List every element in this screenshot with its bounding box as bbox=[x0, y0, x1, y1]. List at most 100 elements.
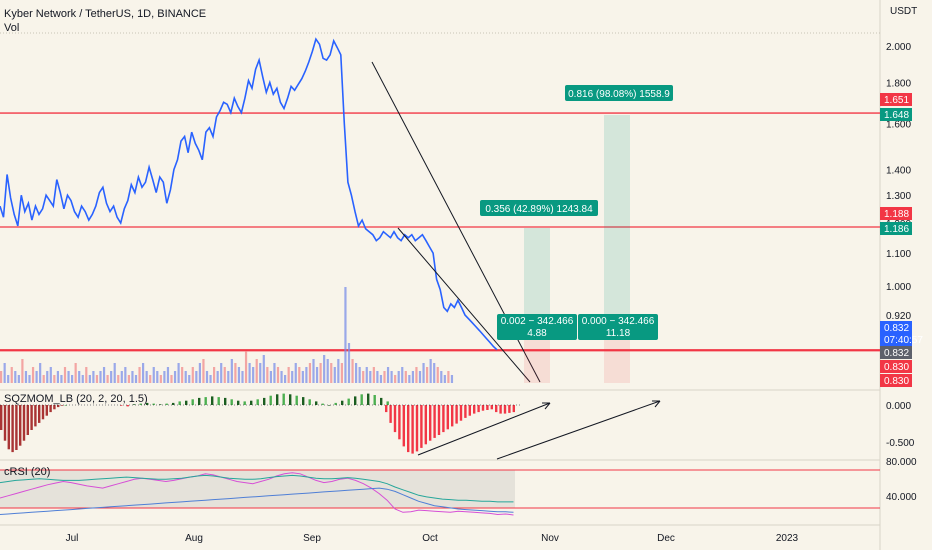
volume-bar bbox=[14, 371, 17, 383]
rsi-band-fill bbox=[0, 470, 515, 508]
volume-bar bbox=[330, 363, 333, 383]
volume-bar bbox=[74, 363, 77, 383]
price-badge-bg[interactable] bbox=[880, 93, 912, 106]
price-badge-label: 1.188 bbox=[884, 209, 909, 220]
position-entry-label: 0.002 − 342.466 bbox=[501, 316, 574, 327]
volume-bar bbox=[255, 359, 258, 383]
volume-bar bbox=[142, 363, 145, 383]
momentum-bar bbox=[442, 405, 445, 433]
volume-bar bbox=[127, 375, 130, 383]
price-badge-label: 1.651 bbox=[884, 95, 909, 106]
volume-bar bbox=[244, 351, 248, 383]
volume-bar bbox=[372, 367, 375, 383]
price-badge-label: 1.648 bbox=[884, 110, 909, 121]
momentum-bar bbox=[38, 405, 41, 423]
volume-bar bbox=[28, 375, 31, 383]
momentum-bar bbox=[373, 395, 376, 405]
position-target-label: 0.356 (42.89%) 1243.84 bbox=[485, 204, 593, 215]
momentum-bar bbox=[424, 405, 427, 445]
momentum-trendline-1[interactable] bbox=[417, 402, 551, 456]
volume-bar bbox=[49, 367, 52, 383]
price-badge-bg[interactable] bbox=[880, 346, 912, 359]
volume-bar bbox=[198, 363, 201, 383]
momentum-bar bbox=[26, 405, 29, 435]
positions-layer[interactable]: 0.356 (42.89%) 1243.84 0.002 − 342.4664.8… bbox=[480, 85, 673, 383]
price-badge-bg[interactable] bbox=[880, 360, 912, 373]
momentum-bar bbox=[459, 405, 463, 421]
price-tick-label: 1.300 bbox=[886, 191, 911, 202]
volume-bar bbox=[102, 367, 106, 383]
position-entry-label-bg[interactable] bbox=[578, 314, 658, 340]
momentum-bar bbox=[133, 404, 136, 405]
momentum-bar bbox=[433, 405, 436, 438]
volume-bar bbox=[202, 359, 205, 383]
volume-bar bbox=[447, 371, 450, 383]
volume-bar bbox=[39, 363, 42, 383]
momentum-bar bbox=[60, 405, 64, 406]
position-target-label: 0.816 (98.08%) 1558.9 bbox=[568, 89, 670, 100]
momentum-bar bbox=[386, 401, 389, 405]
rsi-series-line-1[interactable] bbox=[0, 474, 514, 503]
volume-bar bbox=[450, 375, 454, 383]
volume-bar bbox=[113, 363, 116, 383]
time-axis[interactable]: Jul Aug Sep Oct Nov Dec 2023 bbox=[66, 533, 799, 544]
position-target-label-bg[interactable] bbox=[565, 85, 673, 101]
crsi-pane[interactable] bbox=[0, 469, 880, 516]
price-axis[interactable]: USDT2.0001.8001.6001.4001.3001.2001.1001… bbox=[880, 6, 923, 503]
position-target-label-bg[interactable] bbox=[480, 200, 598, 216]
price-badge-bg[interactable] bbox=[880, 374, 912, 387]
volume-bar bbox=[223, 367, 226, 383]
volume-bar bbox=[220, 363, 223, 383]
volume-bar bbox=[31, 367, 35, 383]
volume-bar bbox=[379, 375, 383, 383]
momentum-bar bbox=[328, 405, 331, 406]
main-pane[interactable] bbox=[0, 37, 880, 383]
volume-bar bbox=[401, 367, 404, 383]
price-badge-bg[interactable] bbox=[880, 108, 912, 121]
volume-bar bbox=[376, 371, 379, 383]
volume-bar bbox=[323, 355, 326, 383]
volume-bar bbox=[440, 371, 443, 383]
volume-bar bbox=[351, 359, 354, 383]
volume-bar bbox=[152, 367, 155, 383]
volume-bar bbox=[418, 371, 422, 383]
volume-bar bbox=[269, 371, 272, 383]
price-badge-label: 0.832 bbox=[884, 348, 909, 359]
momentum-bar bbox=[334, 402, 337, 405]
price-badge-bg[interactable] bbox=[880, 321, 912, 334]
momentum-bar bbox=[15, 405, 18, 450]
momentum-bar bbox=[57, 405, 60, 408]
volume-bar bbox=[383, 371, 386, 383]
momentum-bar bbox=[237, 400, 240, 405]
rsi-series-line-0[interactable] bbox=[0, 472, 514, 516]
price-badge-bg[interactable] bbox=[880, 222, 912, 235]
position-entry-label-bg[interactable] bbox=[497, 314, 577, 340]
momentum-bar bbox=[302, 397, 305, 405]
price-tick-label: 1.000 bbox=[886, 282, 911, 293]
volume-bar bbox=[234, 363, 237, 383]
volume-bar bbox=[0, 371, 3, 383]
volume-bar bbox=[287, 367, 290, 383]
rsi-series-line-2[interactable] bbox=[0, 487, 514, 515]
price-line[interactable] bbox=[0, 37, 498, 351]
position-entry-label: 0.000 − 342.466 bbox=[582, 316, 655, 327]
momentum-bar bbox=[172, 402, 175, 405]
momentum-trendline-2[interactable] bbox=[496, 400, 661, 460]
volume-bar bbox=[209, 375, 212, 383]
momentum-bar bbox=[53, 405, 56, 410]
volume-bar bbox=[284, 375, 287, 383]
wedge-lower-trendline[interactable] bbox=[397, 227, 531, 383]
volume-bar bbox=[230, 359, 233, 383]
price-badge-bg[interactable] bbox=[880, 333, 912, 346]
volume-bar bbox=[24, 371, 28, 383]
momentum-bar bbox=[22, 405, 26, 441]
price-badge-bg[interactable] bbox=[880, 207, 912, 220]
squeeze-momentum-pane[interactable] bbox=[0, 393, 661, 460]
momentum-bar bbox=[11, 405, 14, 453]
volume-bar bbox=[333, 367, 336, 383]
volume-bar bbox=[134, 375, 138, 383]
momentum-bar bbox=[411, 405, 414, 454]
volume-bar bbox=[95, 375, 99, 383]
volume-bar bbox=[117, 375, 120, 383]
